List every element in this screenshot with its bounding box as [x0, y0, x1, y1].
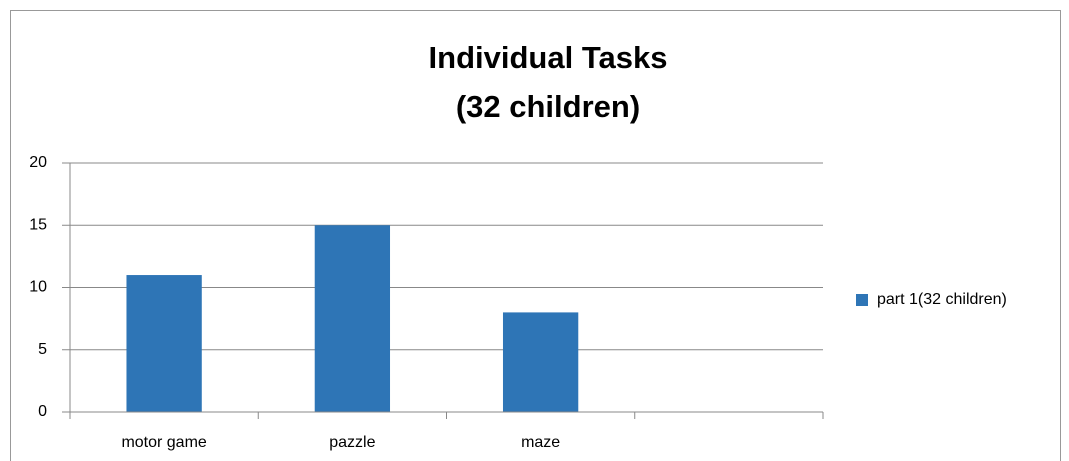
x-tick-label: motor game	[121, 434, 206, 451]
y-tick-label: 10	[29, 279, 47, 296]
x-tick-label: maze	[521, 434, 560, 451]
legend-label: part 1(32 children)	[877, 291, 1007, 308]
legend-swatch	[856, 294, 868, 306]
chart-title: (32 children)	[456, 89, 640, 124]
y-tick-label: 15	[29, 216, 47, 233]
x-tick-label: pazzle	[329, 434, 375, 451]
y-tick-label: 20	[29, 154, 47, 171]
bar	[126, 275, 202, 412]
y-tick-label: 5	[38, 341, 47, 358]
y-tick-label: 0	[38, 403, 47, 420]
bar	[314, 225, 391, 412]
bar	[502, 312, 579, 412]
chart-title: Individual Tasks	[429, 40, 668, 75]
